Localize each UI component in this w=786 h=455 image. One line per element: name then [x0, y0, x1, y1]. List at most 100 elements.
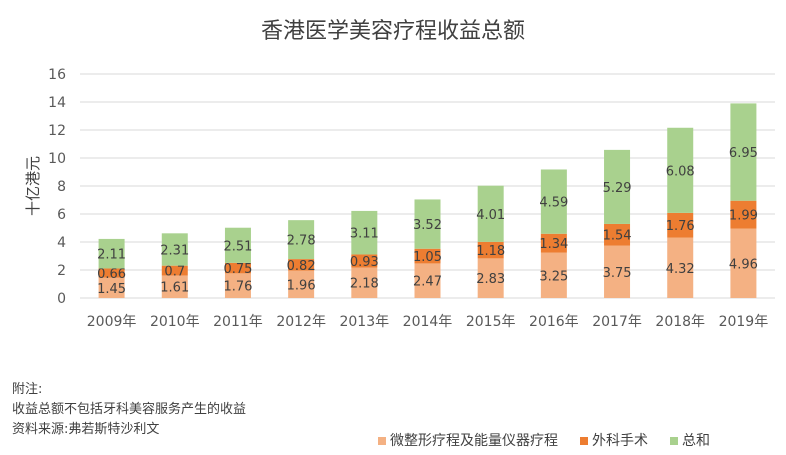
bar-segment — [224, 262, 251, 274]
bar-segment — [540, 252, 567, 298]
y-tick-label: 12 — [48, 123, 66, 139]
data-label: 2.78 — [287, 234, 316, 249]
data-label: 2.31 — [160, 243, 189, 258]
bar-segment — [414, 199, 441, 249]
x-tick-label: 2019年 — [719, 314, 769, 330]
chart-title: 香港医学美容疗程收益总额 — [261, 19, 525, 44]
bar-segment — [667, 237, 694, 298]
bar-segment — [161, 265, 188, 276]
x-tick-label: 2011年 — [213, 314, 263, 330]
bar-segment — [98, 277, 125, 298]
data-label: 0.66 — [97, 267, 126, 282]
legend: 微整形疗程及能量仪器疗程 外科手术 总和 — [378, 430, 710, 450]
data-label: 1.05 — [413, 250, 442, 265]
bar-segment — [730, 200, 757, 229]
data-label: 4.32 — [666, 262, 695, 277]
data-label: 0.7 — [164, 265, 185, 280]
data-label: 4.01 — [476, 208, 505, 223]
data-label: 1.76 — [223, 280, 252, 295]
data-label: 2.18 — [350, 277, 379, 292]
bar-segment — [477, 241, 504, 259]
x-tick-label: 2012年 — [276, 314, 326, 330]
data-label: 5.29 — [603, 181, 632, 196]
x-tick-label: 2016年 — [529, 314, 579, 330]
bar-segment — [604, 223, 631, 246]
data-label: 1.96 — [287, 278, 316, 293]
data-label: 1.76 — [666, 219, 695, 234]
legend-label: 微整形疗程及能量仪器疗程 — [390, 433, 558, 449]
bar-segment — [351, 254, 378, 268]
bar-segment — [288, 270, 315, 298]
bar-segment — [224, 273, 251, 298]
bar-segment — [351, 267, 378, 298]
data-label: 0.82 — [287, 259, 316, 274]
y-tick-label: 14 — [48, 95, 66, 111]
bar-segment — [540, 233, 567, 253]
x-tick-label: 2018年 — [655, 314, 705, 330]
bar-segment — [98, 268, 125, 278]
x-tick-label: 2009年 — [87, 314, 137, 330]
bar-segment — [161, 275, 188, 298]
data-label: 1.45 — [97, 282, 126, 297]
y-tick-label: 6 — [57, 207, 66, 223]
data-label: 4.96 — [729, 257, 758, 272]
y-tick-label: 8 — [57, 179, 66, 195]
bar-segment — [730, 228, 757, 298]
legend-label: 外科手术 — [592, 433, 648, 449]
data-label: 1.61 — [160, 281, 189, 296]
x-tick-label: 2014年 — [403, 314, 453, 330]
bar-segment — [288, 259, 315, 271]
data-label: 6.95 — [729, 146, 758, 161]
data-label: 3.75 — [603, 266, 632, 281]
y-tick-label: 0 — [57, 291, 66, 307]
legend-swatch — [580, 437, 588, 445]
data-label: 4.59 — [539, 196, 568, 211]
legend-label: 总和 — [682, 433, 710, 449]
legend-item-micro: 微整形疗程及能量仪器疗程 — [378, 430, 558, 450]
data-label: 0.93 — [350, 255, 379, 270]
data-label: 2.51 — [223, 239, 252, 254]
bar-segment — [351, 210, 378, 255]
bar-segment — [604, 149, 631, 224]
source-text: 资料来源:弗若斯特沙利文 — [12, 422, 160, 437]
data-label: 3.25 — [539, 269, 568, 284]
legend-swatch — [378, 437, 386, 445]
data-label: 3.52 — [413, 218, 442, 233]
legend-swatch — [670, 437, 678, 445]
bar-segment — [224, 227, 251, 263]
bar-segment — [98, 238, 125, 269]
y-tick-label: 2 — [57, 263, 66, 279]
bar-segment — [477, 185, 504, 242]
stacked-bar-chart: 香港医学美容疗程收益总额 十亿港元 0 2 4 6 8 10 12 14 16 1.450.66 2… — [24, 19, 775, 330]
bar-segment — [414, 248, 441, 264]
bar-segment — [477, 258, 504, 298]
bar-segment — [540, 169, 567, 234]
bar-segment — [667, 212, 694, 238]
y-tick-label: 4 — [57, 235, 66, 251]
data-label: 3.11 — [350, 227, 379, 242]
note-text: 收益总额不包括牙科美容服务产生的收益 — [12, 402, 247, 417]
data-label: 1.18 — [476, 244, 505, 259]
data-label: 1.54 — [603, 229, 632, 244]
bar-segment — [604, 245, 631, 298]
x-tick-label: 2013年 — [339, 314, 389, 330]
note-heading: 附注: — [12, 382, 43, 397]
x-tick-label: 2015年 — [466, 314, 516, 330]
y-tick-label: 16 — [48, 67, 66, 83]
bar-segment — [288, 220, 315, 260]
bar-segment — [414, 263, 441, 298]
data-label: 1.34 — [539, 237, 568, 252]
data-label: 2.11 — [97, 248, 126, 263]
legend-item-total: 总和 — [670, 430, 710, 450]
y-axis-label: 十亿港元 — [24, 156, 42, 216]
data-label: 2.83 — [476, 272, 505, 287]
y-tick-label: 10 — [48, 151, 66, 167]
bar-segment — [161, 233, 188, 266]
data-label: 0.75 — [223, 262, 252, 277]
data-label: 2.47 — [413, 275, 442, 290]
bar-segment — [667, 127, 694, 213]
x-tick-label: 2017年 — [592, 314, 642, 330]
bar-segment — [730, 103, 757, 201]
legend-item-surgery: 外科手术 — [580, 430, 648, 450]
